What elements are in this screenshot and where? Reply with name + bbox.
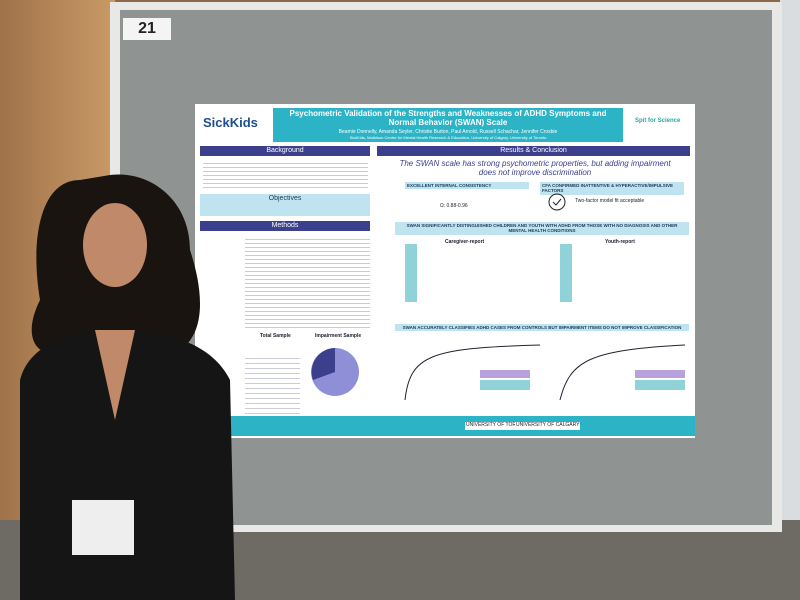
heading-methods: Methods xyxy=(200,221,370,231)
roc-curves xyxy=(404,344,686,401)
subheading: SWAN SIGNIFICANTLY DISTINGUISHED CHILDRE… xyxy=(395,222,689,235)
name-badge xyxy=(72,500,134,555)
pie xyxy=(311,348,359,396)
logo-right: Spit for Science xyxy=(635,118,681,124)
roc-curve xyxy=(559,344,686,401)
text-block xyxy=(245,236,370,331)
caregiver-label: Caregiver-report xyxy=(445,239,485,245)
neck xyxy=(95,330,135,420)
heading-background: Background xyxy=(200,146,370,156)
roc-curve xyxy=(404,344,541,401)
affiliations: SickKids, Mathison Centre for Mental Hea… xyxy=(349,135,547,140)
poster-title: Psychometric Validation of the Strengths… xyxy=(289,109,607,127)
text-block xyxy=(245,354,300,414)
impairment-sample: Impairment Sample xyxy=(315,333,362,339)
legend-box xyxy=(635,380,685,390)
person xyxy=(20,174,235,600)
subheading: CFA CONFIRMED INATTENTIVE & HYPERACTIVE/… xyxy=(540,182,684,195)
authors: Beamie Donnelly, Amanda Seyler, Christie… xyxy=(338,129,558,135)
face xyxy=(83,203,147,287)
plot-bar xyxy=(405,244,417,302)
logo-left: SickKids xyxy=(203,115,258,130)
title-bar xyxy=(273,108,623,142)
footer-logo: UNIVERSITY OF CALGARY xyxy=(515,422,581,430)
footer-logo: UNIVERSITY OF TORONTO xyxy=(465,422,532,430)
pie-slice xyxy=(311,348,335,380)
subheading: SWAN ACCURATELY CLASSIFIES ADHD CASES FR… xyxy=(395,324,689,332)
legend-box xyxy=(480,370,530,378)
window-right xyxy=(780,0,800,520)
cardigan xyxy=(20,330,235,600)
omega: Ω: 0.88-0.96 xyxy=(440,203,468,209)
cfa-text: Two-factor model fit acceptable xyxy=(575,198,645,204)
subheading: EXCELLENT INTERNAL CONSISTENCY xyxy=(405,182,529,190)
footer-bar xyxy=(195,416,695,436)
board-number: 21 xyxy=(123,18,171,40)
youth-label: Youth-report xyxy=(605,239,635,245)
plot-bar xyxy=(560,244,572,302)
total-sample: Total Sample xyxy=(260,333,291,339)
legend-box xyxy=(635,370,685,378)
heading-results: Results & Conclusion xyxy=(377,146,690,156)
conclusion: The SWAN scale has strong psychometric p… xyxy=(399,159,671,177)
check-icon xyxy=(548,193,566,211)
heading-objectives: Objectives xyxy=(200,194,370,216)
legend-box xyxy=(480,380,530,390)
text-block xyxy=(203,160,368,190)
poster: SickKids Spit for Science Psychometric V… xyxy=(195,104,695,438)
